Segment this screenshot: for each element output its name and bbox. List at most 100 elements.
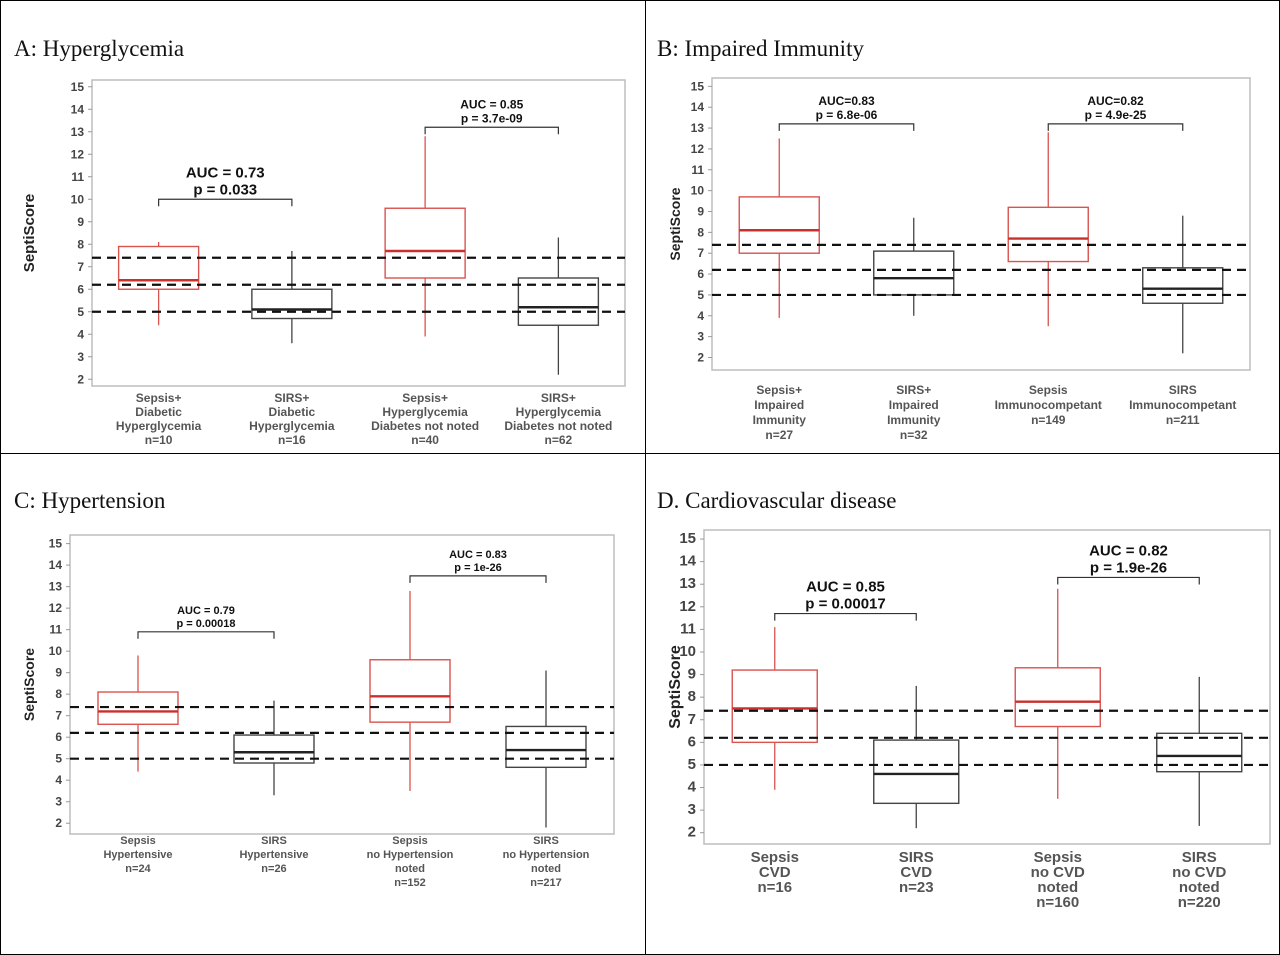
y-tick-label: 8: [77, 237, 84, 251]
category-label-line: SIRS: [261, 835, 287, 847]
y-tick-label: 6: [77, 282, 84, 296]
category-label-line: Hyperglycemia: [249, 419, 335, 433]
y-tick-label: 3: [697, 330, 704, 344]
category-label-line: Hyperglycemia: [382, 405, 468, 419]
panel-b-boxplot: 23456789101112131415SeptiScoreSepsis+Imp…: [667, 77, 1251, 442]
panel-d-boxplot: 23456789101112131415SeptiScoreSepsisCVDn…: [667, 529, 1271, 911]
box-group-3: [384, 136, 466, 337]
panel-d-title: D. Cardiovascular disease: [657, 488, 897, 513]
category-label-line: no Hypertension: [367, 849, 454, 861]
category-label-line: SIRS+: [541, 391, 576, 405]
y-tick-label: 9: [55, 666, 62, 680]
auc-label: AUC = 0.85: [460, 97, 523, 111]
y-tick-label: 2: [697, 350, 704, 364]
y-tick-label: 8: [688, 688, 696, 705]
box-group-3: [369, 590, 451, 791]
y-tick-label: 8: [697, 225, 704, 239]
box: [1014, 667, 1101, 728]
y-axis-label: SeptiScore: [21, 648, 37, 721]
y-tick-label: 12: [49, 601, 63, 615]
auc-label: AUC = 0.73: [186, 164, 265, 181]
comparison-bracket: [778, 123, 915, 131]
y-tick-label: 2: [55, 816, 62, 830]
category-label-line: noted: [395, 863, 425, 875]
category-label-line: Immunocompetant: [1129, 398, 1236, 412]
comparison-bracket: [137, 631, 275, 639]
y-tick-label: 7: [688, 711, 696, 728]
y-tick-label: 6: [55, 730, 62, 744]
category-label-line: no CVD: [1031, 864, 1085, 881]
category-label-line: n=10: [145, 433, 173, 447]
comparison-bracket: [158, 198, 293, 207]
y-tick-label: 12: [71, 147, 85, 161]
category-label-line: SIRS+: [274, 391, 309, 405]
category-label-line: Diabetes not noted: [504, 419, 612, 433]
y-tick-label: 10: [49, 644, 63, 658]
box: [1007, 206, 1089, 263]
category-label-line: noted: [1037, 879, 1078, 896]
category-label-line: Sepsis+: [136, 391, 182, 405]
comparison-bracket: [409, 575, 547, 583]
y-tick-label: 15: [679, 530, 696, 547]
box: [1142, 267, 1224, 304]
category-label-line: Sepsis+: [756, 383, 802, 397]
auc-label: AUC=0.83: [818, 94, 875, 108]
y-tick-label: 3: [77, 350, 84, 364]
y-tick-label: 11: [49, 623, 62, 637]
category-label-line: Immunity: [753, 413, 807, 427]
box-group-1: [738, 138, 820, 318]
category-label-line: n=16: [278, 433, 306, 447]
box-group-1: [117, 242, 200, 326]
plot-frame: [91, 79, 626, 387]
y-tick-label: 13: [71, 125, 85, 139]
y-tick-label: 13: [691, 121, 705, 135]
box: [369, 659, 451, 723]
category-label-line: n=40: [411, 433, 439, 447]
panel-divider-horizontal: [0, 453, 1280, 454]
y-tick-label: 12: [679, 598, 696, 615]
y-tick-label: 4: [688, 779, 697, 796]
box: [384, 207, 466, 279]
y-tick-label: 7: [77, 260, 84, 274]
box: [873, 250, 955, 296]
category-label-line: n=62: [545, 433, 573, 447]
y-tick-label: 2: [77, 372, 84, 386]
auc-label: AUC = 0.83: [449, 549, 507, 561]
box-group-1: [731, 627, 818, 790]
comparison-bracket: [424, 126, 559, 135]
y-tick-label: 13: [49, 580, 63, 594]
box: [117, 245, 200, 290]
y-tick-label: 12: [691, 142, 705, 156]
category-label-line: noted: [1179, 879, 1220, 896]
category-label-line: n=217: [530, 877, 562, 889]
category-label-line: Hyperglycemia: [116, 419, 202, 433]
box: [731, 669, 818, 744]
p-value-label: p = 4.9e-25: [1085, 108, 1147, 122]
y-tick-label: 14: [679, 553, 696, 570]
box-group-1: [97, 655, 179, 772]
category-label-line: Sepsis: [751, 849, 799, 866]
y-tick-label: 9: [688, 666, 696, 683]
y-tick-label: 3: [55, 795, 62, 809]
category-label-line: no CVD: [1172, 864, 1226, 881]
y-tick-label: 14: [71, 102, 85, 116]
p-value-label: p = 1.9e-26: [1090, 559, 1167, 576]
y-tick-label: 13: [679, 575, 696, 592]
box-group-4: [505, 670, 587, 828]
category-label-line: n=149: [1031, 413, 1066, 427]
category-label-line: Impaired: [754, 398, 804, 412]
panel-b-title: B: Impaired Immunity: [657, 36, 864, 61]
category-label-line: CVD: [900, 864, 932, 881]
box-group-4: [1142, 215, 1224, 354]
p-value-label: p = 0.033: [193, 181, 257, 198]
category-label-line: CVD: [759, 864, 791, 881]
box-group-2: [251, 251, 333, 344]
y-tick-label: 15: [49, 537, 63, 551]
y-axis-label: SeptiScore: [21, 194, 38, 272]
comparison-bracket: [1047, 123, 1184, 131]
auc-label: AUC = 0.85: [806, 579, 885, 596]
y-tick-label: 4: [697, 309, 704, 323]
y-tick-label: 2: [688, 824, 696, 841]
category-label-line: n=152: [394, 877, 426, 889]
y-axis-label: SeptiScore: [667, 187, 683, 260]
